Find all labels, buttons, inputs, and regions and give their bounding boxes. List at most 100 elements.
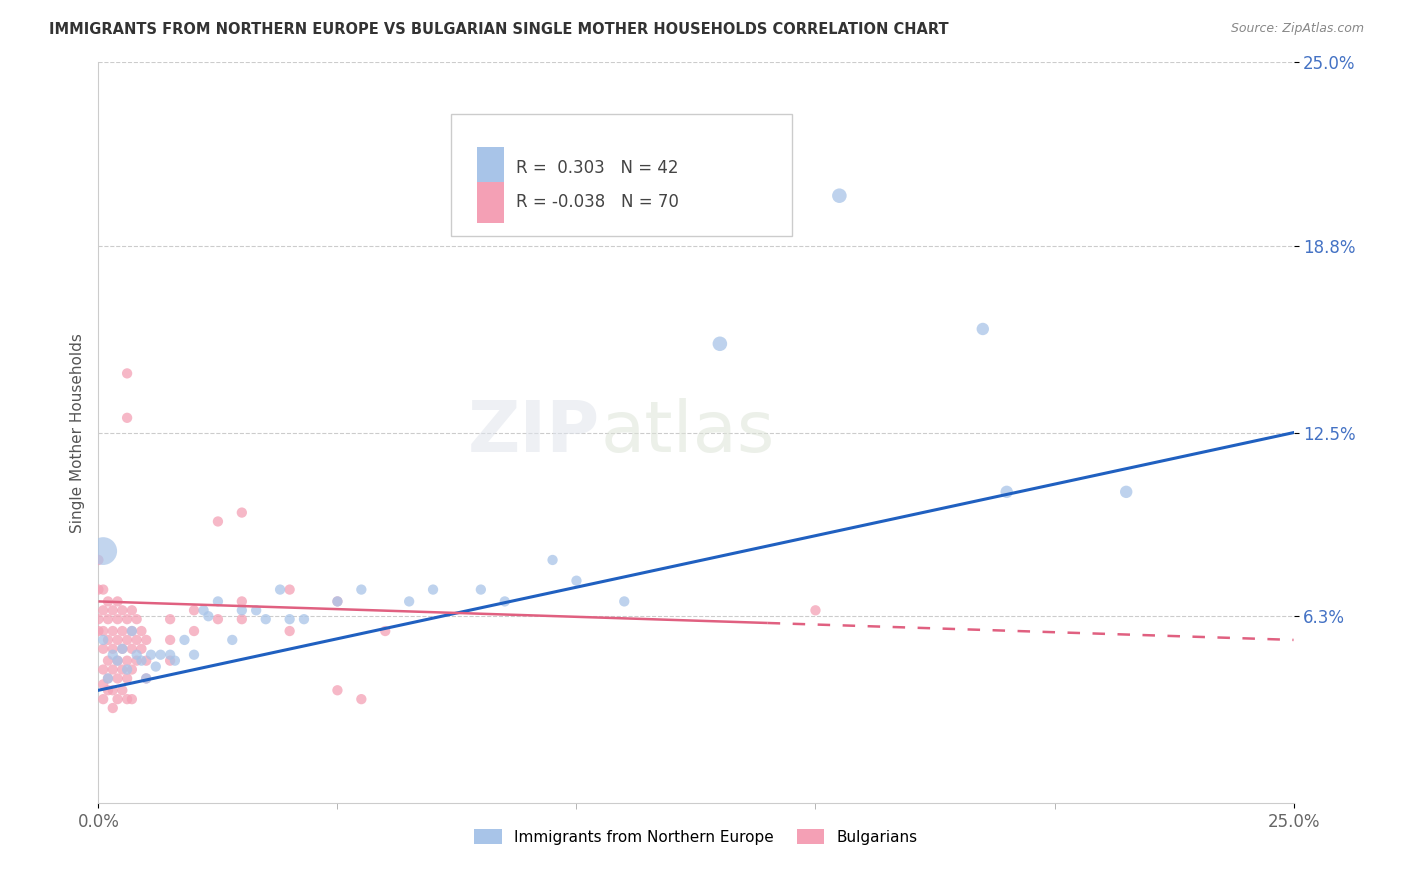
Point <box>97 594 120 608</box>
Point <box>278 612 301 626</box>
Point <box>135 632 157 647</box>
Point <box>121 624 143 638</box>
Point <box>145 659 167 673</box>
Point <box>374 624 396 638</box>
Point <box>231 506 253 520</box>
Point <box>972 322 994 336</box>
Point <box>97 632 120 647</box>
Point <box>159 654 181 668</box>
Point <box>995 484 1018 499</box>
Point <box>422 582 444 597</box>
Point <box>494 594 516 608</box>
Point <box>91 603 114 617</box>
Point <box>115 663 138 677</box>
Point <box>193 603 215 617</box>
Point <box>231 612 253 626</box>
Point <box>91 663 114 677</box>
Text: Source: ZipAtlas.com: Source: ZipAtlas.com <box>1230 22 1364 36</box>
Point <box>91 624 114 638</box>
Point <box>115 367 138 381</box>
Point <box>111 663 134 677</box>
Point <box>565 574 588 588</box>
Point <box>159 612 181 626</box>
Point <box>163 654 186 668</box>
Point <box>183 648 205 662</box>
Point <box>107 612 129 626</box>
Point <box>131 654 153 668</box>
Point <box>121 603 143 617</box>
Point <box>131 624 153 638</box>
Point <box>131 641 153 656</box>
Point <box>91 692 114 706</box>
Text: ZIP: ZIP <box>468 398 600 467</box>
Point <box>111 683 134 698</box>
Point <box>101 648 124 662</box>
Point <box>207 515 229 529</box>
Text: IMMIGRANTS FROM NORTHERN EUROPE VS BULGARIAN SINGLE MOTHER HOUSEHOLDS CORRELATIO: IMMIGRANTS FROM NORTHERN EUROPE VS BULGA… <box>49 22 949 37</box>
Point <box>125 654 148 668</box>
Point <box>115 612 138 626</box>
Point <box>254 612 277 626</box>
Point <box>121 692 143 706</box>
Point <box>183 624 205 638</box>
Point <box>350 582 373 597</box>
Point <box>326 683 349 698</box>
FancyBboxPatch shape <box>451 114 792 236</box>
Point <box>101 624 124 638</box>
Point <box>135 672 157 686</box>
Point <box>101 701 124 715</box>
Point <box>97 672 120 686</box>
Point <box>91 544 114 558</box>
Point <box>398 594 420 608</box>
Point <box>97 683 120 698</box>
Point <box>207 612 229 626</box>
Point <box>101 641 124 656</box>
Point <box>135 672 157 686</box>
Point <box>97 654 120 668</box>
Legend: Immigrants from Northern Europe, Bulgarians: Immigrants from Northern Europe, Bulgari… <box>468 822 924 851</box>
Point <box>107 692 129 706</box>
Point <box>87 582 110 597</box>
Point <box>91 632 114 647</box>
Point <box>207 594 229 608</box>
Point <box>107 632 129 647</box>
Point <box>101 603 124 617</box>
Point <box>804 603 827 617</box>
Point <box>221 632 243 647</box>
Bar <box>477 182 503 222</box>
Point <box>97 672 120 686</box>
Point <box>121 641 143 656</box>
Point <box>115 410 138 425</box>
Point <box>107 672 129 686</box>
Point <box>613 594 636 608</box>
Point <box>541 553 564 567</box>
Point <box>269 582 291 597</box>
Point <box>107 654 129 668</box>
Point <box>97 612 120 626</box>
Point <box>278 582 301 597</box>
Point <box>111 641 134 656</box>
Text: R =  0.303   N = 42: R = 0.303 N = 42 <box>516 159 678 177</box>
Point <box>91 641 114 656</box>
Point <box>87 612 110 626</box>
Point <box>91 677 114 691</box>
Point <box>173 632 195 647</box>
Point <box>139 648 162 662</box>
Point <box>231 594 253 608</box>
Point <box>121 663 143 677</box>
Point <box>470 582 492 597</box>
Point <box>101 663 124 677</box>
Point <box>87 553 110 567</box>
Point <box>231 603 253 617</box>
Point <box>326 594 349 608</box>
Bar <box>477 147 503 188</box>
Point <box>121 624 143 638</box>
Point <box>91 582 114 597</box>
Text: atlas: atlas <box>600 398 775 467</box>
Point <box>245 603 267 617</box>
Point <box>125 632 148 647</box>
Point <box>183 603 205 617</box>
Point <box>107 594 129 608</box>
Point <box>197 609 219 624</box>
Point <box>350 692 373 706</box>
